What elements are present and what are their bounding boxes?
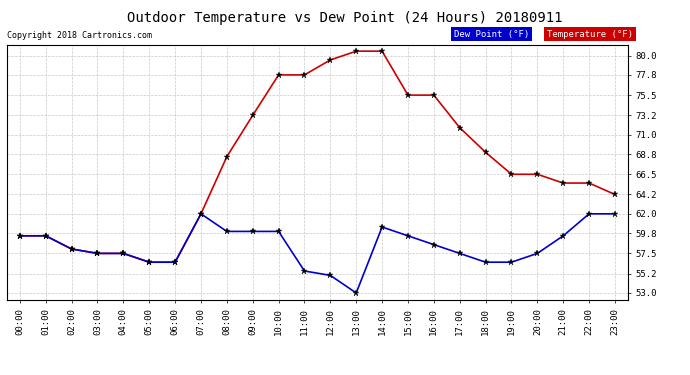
Text: Outdoor Temperature vs Dew Point (24 Hours) 20180911: Outdoor Temperature vs Dew Point (24 Hou…	[127, 11, 563, 25]
Text: Temperature (°F): Temperature (°F)	[547, 30, 633, 39]
Text: Dew Point (°F): Dew Point (°F)	[454, 30, 529, 39]
Text: Copyright 2018 Cartronics.com: Copyright 2018 Cartronics.com	[7, 31, 152, 40]
